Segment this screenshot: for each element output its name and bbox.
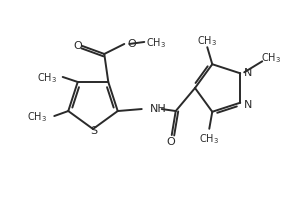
Text: S: S	[90, 125, 97, 135]
Text: O: O	[127, 39, 136, 49]
Text: O: O	[73, 41, 82, 51]
Text: N: N	[244, 68, 253, 78]
Text: CH$_3$: CH$_3$	[37, 71, 57, 84]
Text: NH: NH	[150, 104, 167, 113]
Text: CH$_3$: CH$_3$	[261, 51, 281, 65]
Text: CH$_3$: CH$_3$	[146, 36, 166, 50]
Text: CH$_3$: CH$_3$	[197, 34, 217, 48]
Text: CH$_3$: CH$_3$	[27, 110, 47, 123]
Text: N: N	[244, 99, 253, 109]
Text: CH$_3$: CH$_3$	[199, 131, 219, 145]
Text: O: O	[166, 136, 175, 146]
